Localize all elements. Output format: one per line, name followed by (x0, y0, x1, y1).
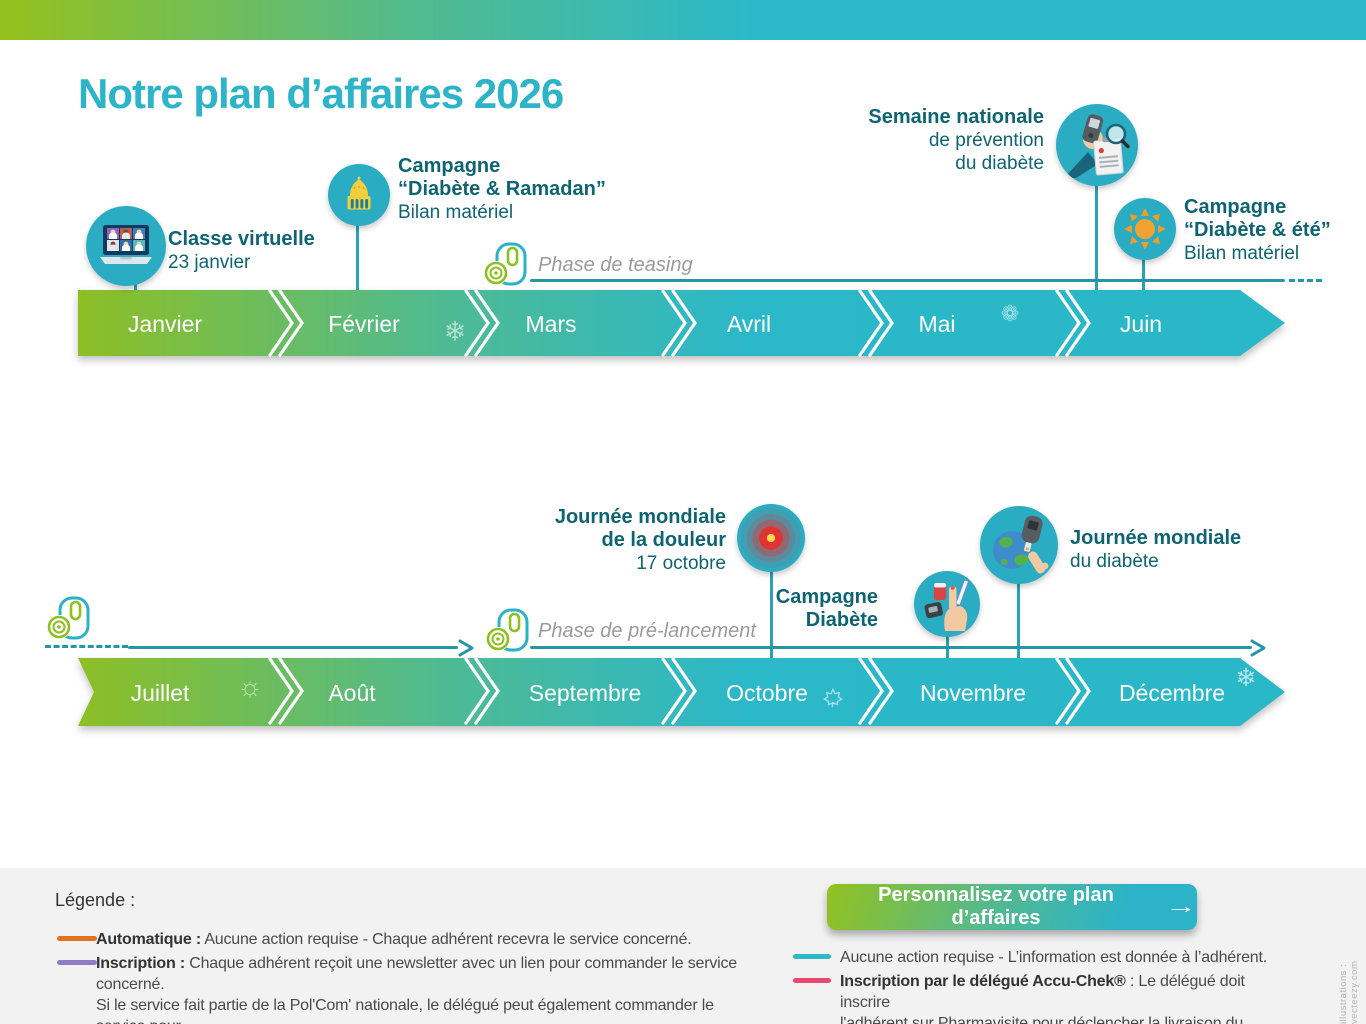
phase-pre-lancement-label: Phase de pré-lancement (538, 620, 756, 642)
phase-teasing-underline (530, 279, 1285, 282)
world-diabetes-icon (980, 506, 1058, 584)
month-septembre: Septembre (528, 680, 642, 706)
phase-carryover-line (128, 646, 458, 649)
phase-pre-lancement-underline (530, 646, 1252, 649)
arrow-right-icon: → (1165, 895, 1197, 918)
sun-icon (1114, 198, 1176, 260)
leaf-icon (822, 687, 844, 714)
connector-semaine-nationale (1095, 150, 1098, 290)
chevron-separator-icon (462, 287, 500, 364)
legend-dash-inscription (57, 960, 97, 965)
month-fevrier: Février (328, 311, 400, 337)
prevention-screening-icon (1056, 104, 1138, 186)
mosque-icon (328, 164, 390, 226)
legend-item-inscription: Inscription : Chaque adhérent reçoit une… (96, 955, 737, 1024)
chevron-separator-icon (266, 655, 304, 732)
legend-dash-automatique (57, 936, 97, 941)
ramadan-campaign-label: Campagne “Diabète & Ramadan” Bilan matér… (398, 155, 606, 223)
phase-carryover-dash (45, 645, 128, 648)
month-mai: Mai (918, 311, 956, 337)
connector-ete (1142, 230, 1145, 290)
month-aout: Août (328, 680, 376, 706)
arrowhead-icon (458, 639, 474, 662)
sun-outline-icon: ☼ (237, 671, 263, 702)
legend-dash-delegue (793, 978, 831, 983)
connector-ramadan (356, 200, 359, 290)
month-novembre: Novembre (919, 680, 1027, 706)
chevron-separator-icon (659, 287, 697, 364)
accu-chek-device-icon (483, 241, 529, 292)
cta-button[interactable]: Personnalisez votre plan d’affaires → (827, 884, 1197, 930)
snowflake-icon: ❄ (443, 316, 467, 347)
douleur-label: Journée mondiale de la douleur 17 octobr… (554, 506, 726, 574)
chevron-separator-icon (659, 655, 697, 732)
connector-jmd (1017, 550, 1020, 658)
accu-chek-device-icon (485, 607, 531, 658)
arrowhead-icon (1250, 639, 1266, 662)
legend-item-delegue: Inscription par le délégué Accu-Chek® : … (840, 973, 1245, 1024)
credit-vertical-text: illustrations : vecteezy.com (1338, 960, 1360, 1024)
legend-heading: Légende : (55, 890, 136, 910)
jmd-label: Journée mondiale du diabète (1070, 527, 1242, 572)
month-juin: Juin (1119, 311, 1163, 337)
page-title: Notre plan d’affaires 2026 (78, 70, 564, 117)
chevron-separator-icon (856, 655, 894, 732)
month-avril: Avril (726, 311, 772, 337)
month-octobre: Octobre (726, 680, 808, 706)
chevron-separator-icon (1053, 287, 1091, 364)
campagne-diabete-label: Campagne Diabète (775, 586, 878, 631)
ete-campaign-label: Campagne “Diabète & été” Bilan matériel (1184, 196, 1331, 264)
top-gradient-bar (0, 0, 1366, 40)
chevron-separator-icon (856, 287, 894, 364)
month-juillet: Juillet (130, 680, 190, 706)
month-janvier: Janvier (127, 311, 203, 337)
pain-glow-icon (737, 504, 805, 572)
semaine-nationale-label: Semaine nationale de prévention du diabè… (868, 106, 1044, 174)
phase-teasing-dash-continuation (1289, 279, 1322, 282)
snowflake-icon: ❄ (1235, 664, 1257, 692)
hand-test-icon (914, 571, 980, 637)
chevron-separator-icon (266, 287, 304, 364)
classe-virtuelle-label: Classe virtuelle 23 janvier (168, 228, 315, 273)
pain-glow (737, 504, 805, 572)
accu-chek-device-icon (46, 595, 92, 646)
connector-douleur (770, 540, 773, 658)
month-decembre: Décembre (1118, 680, 1226, 706)
flower-icon: ❁ (1000, 301, 1020, 326)
legend-dash-info (793, 954, 831, 959)
legend-item-automatique: Automatique : Aucune action requise - Ch… (96, 931, 692, 948)
month-mars: Mars (525, 311, 577, 337)
chevron-separator-icon (462, 655, 500, 732)
cta-label: Personnalisez votre plan d’affaires (878, 884, 1114, 929)
classe-virtuelle-icon (86, 206, 166, 286)
chevron-separator-icon (1053, 655, 1091, 732)
phase-teasing-label: Phase de teasing (538, 254, 693, 276)
legend-item-info: Aucune action requise - L’information es… (840, 949, 1267, 966)
